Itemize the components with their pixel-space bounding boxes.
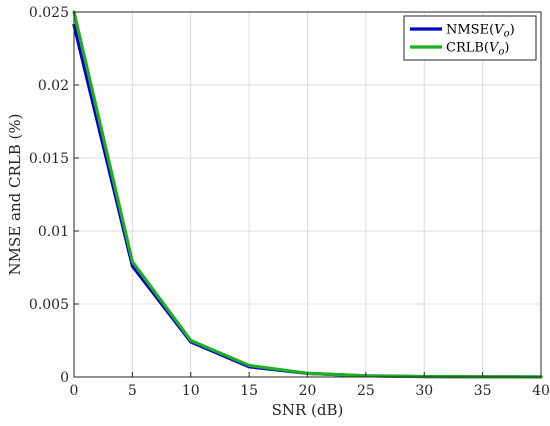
tick-layer: 0 5 10 15 20 25 30 35 40 0 0.005 0.01 0.015 0.02 0.025 <box>29 5 550 399</box>
legend-box <box>403 15 537 61</box>
y-tick-label: 0.01 <box>38 224 69 240</box>
y-axis-label: NMSE and CRLB (%) <box>6 114 24 276</box>
x-tick-label: 5 <box>128 383 137 399</box>
legend-label: CRLB(Vo) <box>446 41 510 58</box>
y-tick-label: 0.015 <box>29 151 69 167</box>
x-tick-label: 40 <box>532 383 550 399</box>
legend-label: NMSE(Vo) <box>446 23 515 40</box>
y-tick-label: 0.025 <box>29 5 69 21</box>
y-tick-label: 0.02 <box>38 78 69 94</box>
x-axis-label: SNR (dB) <box>272 401 344 419</box>
y-tick-label: 0.005 <box>29 297 69 313</box>
grid-layer <box>73 11 542 378</box>
y-tick-label: 0 <box>60 370 69 386</box>
x-tick-label: 15 <box>240 383 258 399</box>
x-tick-label: 10 <box>182 383 200 399</box>
x-tick-label: 20 <box>299 383 317 399</box>
x-tick-label: 25 <box>357 383 375 399</box>
x-tick-label: 35 <box>474 383 492 399</box>
legend: NMSE(Vo)CRLB(Vo) <box>403 15 537 61</box>
x-tick-label: 30 <box>415 383 433 399</box>
x-tick-label: 0 <box>70 383 79 399</box>
